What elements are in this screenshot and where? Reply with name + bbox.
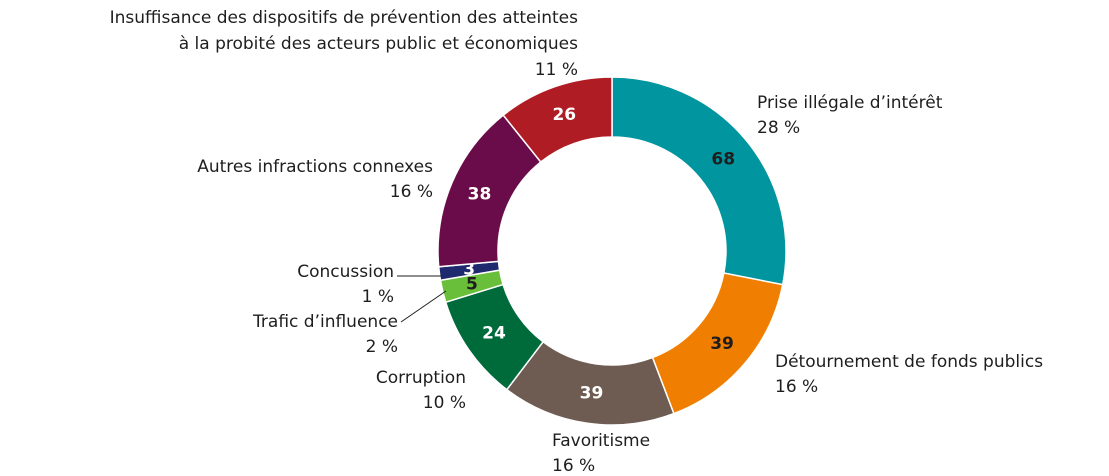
value-label: 24: [482, 324, 506, 344]
value-label: 39: [710, 334, 734, 354]
category-label: Autres infractions connexes: [197, 157, 433, 177]
category-label: Détournement de fonds publics: [775, 352, 1043, 372]
share-label: 16 %: [775, 377, 818, 397]
value-label: 5: [466, 274, 478, 294]
value-label: 39: [580, 384, 604, 404]
category-label: Corruption: [376, 368, 466, 388]
category-label: à la probité des acteurs public et écono…: [179, 34, 578, 54]
share-label: 10 %: [423, 393, 466, 413]
category-label: Concussion: [297, 262, 394, 282]
share-label: 16 %: [552, 456, 595, 476]
value-label: 68: [711, 150, 735, 170]
value-label: 26: [552, 105, 576, 125]
category-label: Trafic d’influence: [252, 312, 398, 332]
category-label: Favoritisme: [552, 431, 650, 451]
share-label: 16 %: [390, 182, 433, 202]
share-label: 1 %: [362, 287, 394, 307]
donut-segment: [611, 76, 787, 286]
leader-line: [400, 290, 447, 323]
value-label: 38: [468, 185, 492, 205]
category-label: Prise illégale d’intérêt: [757, 93, 943, 113]
value-label: 3: [463, 260, 475, 280]
share-label: 11 %: [535, 60, 578, 80]
share-label: 28 %: [757, 118, 800, 138]
donut-segment: [502, 76, 613, 164]
category-label: Insuffisance des dispositifs de préventi…: [110, 8, 579, 28]
share-label: 2 %: [366, 337, 398, 357]
